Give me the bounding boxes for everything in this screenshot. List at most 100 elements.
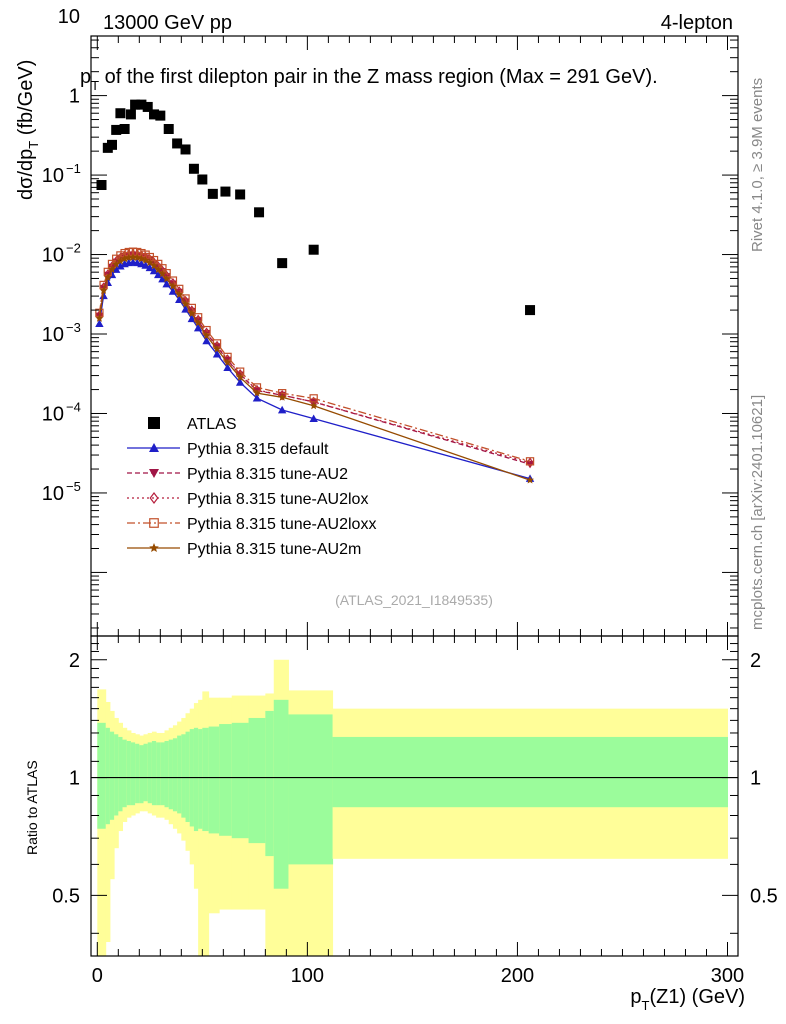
ratio-inner-band-bin — [135, 743, 140, 804]
atlas-data-point — [188, 163, 199, 174]
legend: ATLAS Pythia 8.315 default Pythia 8.315 tu… — [127, 416, 376, 558]
legend-label: Pythia 8.315 tune-AU2m — [187, 541, 361, 558]
atlas-data-point — [180, 144, 191, 155]
ratio-inner-band-bin — [288, 714, 334, 865]
atlas-data-point — [119, 123, 130, 134]
ratio-inner-band-bin — [151, 741, 157, 806]
main-y-tick-label: 1 — [69, 86, 80, 108]
ratio-y-tick-label-right: 0.5 — [750, 885, 778, 907]
mc-series-point — [212, 349, 222, 358]
mc-series-point — [309, 414, 318, 423]
ratio-inner-band-bin — [126, 741, 132, 806]
ratio-inner-band-bin — [265, 710, 275, 857]
legend-entry: ATLAS — [148, 416, 237, 433]
ratio-inner-band-bin — [198, 729, 203, 829]
ratio-inner-band-bin — [118, 736, 124, 812]
mc-series-point — [168, 282, 177, 290]
mc-series-point — [253, 388, 261, 397]
mc-series-point — [181, 305, 190, 313]
atlas-data-point — [111, 124, 122, 135]
atlas-data-point — [130, 99, 141, 110]
main-y-tick-exponent: −5 — [66, 479, 81, 494]
mc-series-point — [213, 344, 221, 353]
legend-label: Pythia 8.315 tune-AU2loxx — [187, 516, 376, 533]
mc-series-point — [145, 263, 155, 272]
ratio-inner-band-bin — [160, 742, 166, 806]
x-tick-label: 100 — [291, 965, 324, 987]
atlas-data-point — [107, 139, 118, 150]
mc-series-point — [112, 260, 121, 268]
mc-series-point — [175, 295, 184, 304]
mc-series-point — [223, 358, 232, 366]
ratio-inner-band-bin — [143, 743, 149, 802]
mc-series-point — [112, 265, 121, 273]
main-y-tick-label: 10 — [58, 6, 80, 28]
legend-entry: Pythia 8.315 tune-AU2 — [127, 466, 348, 483]
atlas-data-point — [136, 99, 147, 110]
mc-series-point — [158, 274, 167, 283]
mc-series-point — [175, 290, 184, 298]
ratio-inner-band-bin — [172, 738, 178, 812]
mc-curves — [95, 247, 535, 484]
mc-series-point — [277, 405, 287, 414]
x-axis-label: pT(Z1) (GeV) — [630, 986, 745, 1013]
ratio-inner-band-bin — [147, 742, 153, 804]
mc-series-point — [103, 273, 112, 281]
x-tick-label: 0 — [92, 965, 103, 987]
atlas-data-point — [142, 101, 153, 112]
ratio-uncertainty-bands — [97, 659, 728, 956]
ratio-inner-band-bin — [164, 741, 170, 808]
mc-series-point — [278, 393, 287, 401]
legend-marker — [148, 417, 160, 429]
rivet-version-label: Rivet 4.1.0, ≥ 3.9M events — [749, 78, 766, 252]
plot-title: pT of the first dilepton pair in the Z m… — [80, 66, 658, 93]
mc-series-line — [98, 251, 531, 462]
x-tick-label: 300 — [711, 965, 744, 987]
ratio-inner-band-bin — [208, 726, 220, 834]
ratio-inner-band-bin — [219, 724, 233, 836]
mc-series-point — [158, 269, 167, 278]
mc-series-point — [235, 378, 245, 386]
ratio-inner-band-bin — [122, 739, 128, 808]
atlas-data-point — [220, 186, 231, 197]
ratio-inner-band-bin — [181, 734, 187, 818]
atlas-data-point — [163, 123, 174, 134]
ratio-y-tick-label-right: 2 — [750, 650, 761, 672]
legend-entry: Pythia 8.315 tune-AU2loxx — [127, 516, 376, 533]
legend-marker — [149, 443, 159, 452]
ratio-inner-band-bin — [130, 742, 136, 806]
ratio-inner-band-bin — [193, 727, 199, 832]
mc-series-point — [145, 258, 154, 267]
header-collision: 13000 GeV pp — [103, 12, 232, 34]
mc-series-point — [194, 318, 203, 327]
ratio-inner-band-bin — [332, 736, 728, 808]
mc-series-point — [124, 253, 133, 262]
atlas-data-point — [125, 109, 136, 120]
ratio-inner-band-bin — [114, 734, 119, 816]
ratio-inner-band-bin — [231, 722, 250, 839]
legend-marker — [149, 543, 159, 552]
header-channel: 4-lepton — [661, 12, 733, 34]
atlas-data-point — [525, 305, 536, 316]
main-y-tick-label: 10 — [42, 165, 64, 187]
atlas-data-point — [115, 108, 126, 119]
mc-series-point — [162, 279, 171, 288]
mc-series-point — [223, 363, 232, 372]
main-y-tick-exponent: −4 — [66, 399, 81, 414]
mc-series-point — [187, 309, 196, 317]
atlas-data-point — [308, 244, 319, 255]
mc-series-point — [129, 253, 137, 261]
ratio-inner-band-bin — [97, 722, 107, 829]
main-y-axis-label: dσ/dpT (fb/GeV) — [15, 60, 41, 200]
mc-series-point — [181, 300, 190, 308]
ratio-y-tick-label: 1 — [69, 768, 80, 790]
mc-series-point — [236, 373, 245, 381]
main-y-tick-exponent: −1 — [66, 161, 81, 176]
ratio-inner-band-bin — [105, 727, 111, 825]
legend-entry: Pythia 8.315 default — [127, 441, 329, 458]
mc-series-point — [95, 314, 104, 322]
main-y-tick-label: 10 — [42, 403, 64, 425]
mc-series-point — [162, 274, 171, 283]
mc-series-point — [202, 331, 211, 340]
